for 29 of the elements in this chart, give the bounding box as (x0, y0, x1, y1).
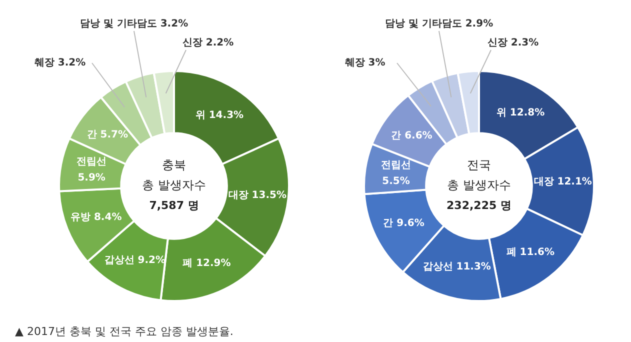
slice-label: 갑상선 11.3% (422, 262, 491, 273)
slice-label: 폐 12.9% (182, 258, 231, 269)
slice-label: 담낭 및 기타담도 2.9% (384, 18, 494, 30)
slice-label: 췌장 3% (344, 58, 386, 69)
slice-label: 신장 2.2% (182, 38, 234, 49)
text: 7,587 명 (149, 198, 199, 212)
text: 총 발생자수 (447, 178, 511, 192)
slice-label: 유방 8.4% (70, 212, 122, 223)
text: 전국 (467, 158, 491, 172)
text: ▲ 2017년 충북 및 전국 주요 암종 발생분율. (15, 324, 234, 339)
slice-label: 간 9.6% (383, 218, 424, 229)
data-label: 5.5% (382, 176, 410, 187)
text: 232,225 명 (446, 198, 512, 212)
slice-label: 대장 12.1% (534, 176, 592, 188)
slice-label: 담낭 및 기타담도 3.2% (80, 18, 188, 30)
slice-label: 전립선 (76, 156, 107, 168)
slice-label: 전립선 (381, 160, 412, 171)
slice-label: 대장 13.5% (228, 190, 286, 202)
text: 충북 (162, 158, 186, 172)
data-label: 5.9% (78, 172, 106, 184)
slice-label: 갑상선 9.2% (104, 254, 166, 266)
slice-label: 폐 11.6% (506, 246, 554, 258)
slice-label: 간 5.7% (86, 130, 128, 140)
slice-label: 위 14.3% (195, 110, 244, 122)
slice-label: 간 6.6% (391, 130, 432, 142)
text: 총 발생자수 (142, 178, 206, 192)
slice-label: 신장 2.3% (487, 38, 539, 49)
slice-label: 위 12.8% (496, 108, 545, 119)
slice-label: 췌장 3.2% (34, 58, 86, 69)
